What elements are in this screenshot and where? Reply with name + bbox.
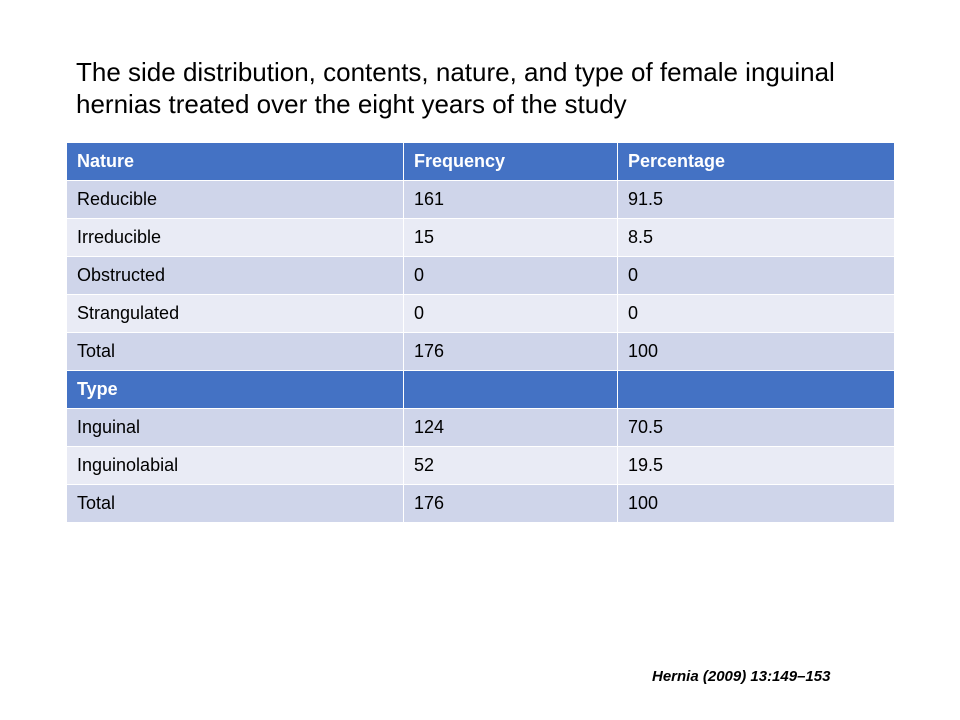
hernia-table: Nature Frequency Percentage Reducible 16… [66,142,895,523]
header-cell [403,370,618,409]
table-cell: 70.5 [617,408,895,447]
table-header-type: Type [66,370,895,409]
citation: Hernia (2009) 13:149–153 [652,668,831,685]
table-cell: Total [66,484,404,523]
table-cell: 91.5 [617,180,895,219]
table-cell: 0 [403,294,618,333]
data-table: Nature Frequency Percentage Reducible 16… [66,142,895,523]
table-cell: Inguinolabial [66,446,404,485]
table-row: Strangulated 0 0 [66,294,895,333]
slide-title: The side distribution, contents, nature,… [76,57,835,119]
table-cell: Total [66,332,404,371]
table-cell: 176 [403,484,618,523]
table-cell: Obstructed [66,256,404,295]
table-cell: 19.5 [617,446,895,485]
table-row: Reducible 161 91.5 [66,180,895,219]
table-row: Obstructed 0 0 [66,256,895,295]
table-cell: 15 [403,218,618,257]
table-cell: 0 [617,294,895,333]
header-cell: Percentage [617,142,895,181]
table-row: Total 176 100 [66,332,895,371]
table-row: Total 176 100 [66,484,895,523]
table-cell: Reducible [66,180,404,219]
header-cell: Frequency [403,142,618,181]
table-cell: Inguinal [66,408,404,447]
table-cell: 0 [403,256,618,295]
table-row: Irreducible 15 8.5 [66,218,895,257]
table-cell: 161 [403,180,618,219]
table-cell: Strangulated [66,294,404,333]
header-cell [617,370,895,409]
table-row: Inguinal 124 70.5 [66,408,895,447]
table-cell: 124 [403,408,618,447]
table-cell: 176 [403,332,618,371]
table-header-nature: Nature Frequency Percentage [66,142,895,181]
header-cell: Type [66,370,404,409]
table-cell: 100 [617,332,895,371]
table-cell: 0 [617,256,895,295]
table-row: Inguinolabial 52 19.5 [66,446,895,485]
header-cell: Nature [66,142,404,181]
table-cell: 100 [617,484,895,523]
table-cell: 52 [403,446,618,485]
table-cell: 8.5 [617,218,895,257]
table-cell: Irreducible [66,218,404,257]
